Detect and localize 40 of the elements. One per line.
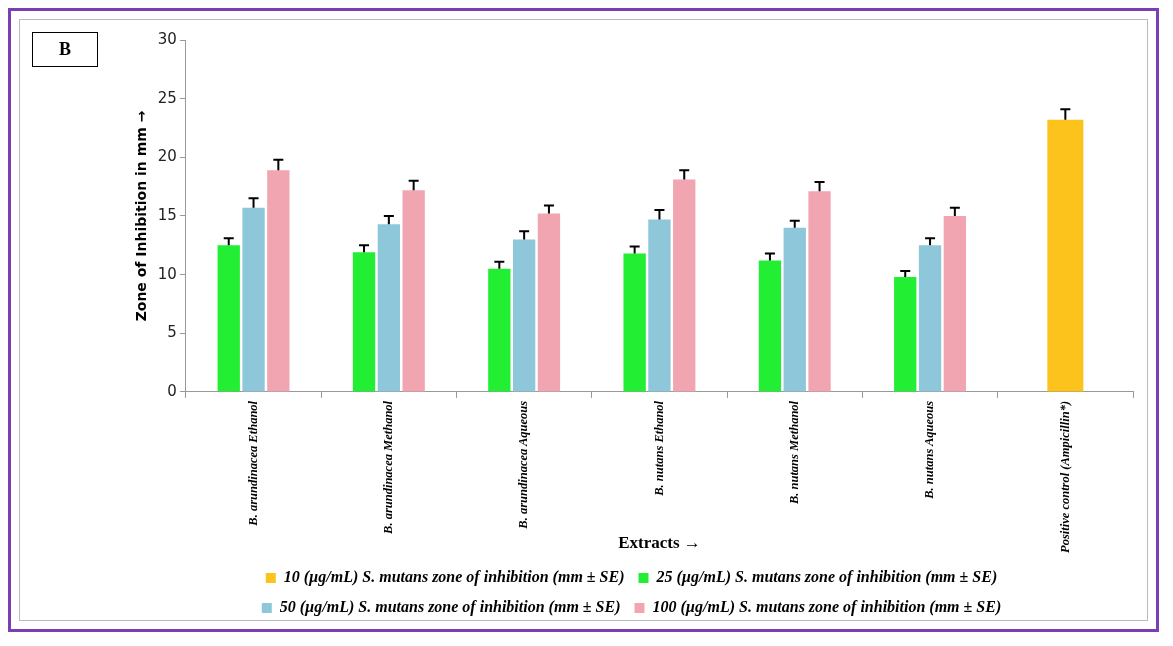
legend-label: 25 (µg/mL) S. mutans zone of inhibition (mm ± SE) [655, 568, 998, 587]
legend-label: 100 (µg/mL) S. mutans zone of inhibition (mm ± SE) [652, 598, 1002, 617]
bar [488, 268, 511, 392]
bar [402, 190, 425, 392]
y-tick-label: 10 [157, 264, 177, 283]
x-tick-label: B. arundinacea Ethanol [245, 400, 260, 527]
bar [267, 170, 290, 392]
x-tick-label: B. nutans Methanol [786, 400, 801, 506]
y-tick-label: 30 [157, 29, 177, 48]
y-axis-title: Zone of Inhibition in mm → [133, 110, 150, 322]
legend-label: 10 (µg/mL) S. mutans zone of inhibition (mm ± SE) [283, 568, 625, 587]
y-tick-label: 25 [157, 88, 177, 107]
bar [783, 227, 806, 392]
bar [512, 239, 536, 392]
y-tick-label: 5 [167, 323, 177, 342]
bar [673, 179, 696, 392]
bar [648, 219, 671, 392]
bar [894, 276, 917, 392]
bar [217, 245, 240, 392]
bar [537, 213, 561, 392]
x-tick-label: B. arundinacea Methanol [381, 400, 396, 535]
x-tick-label: B. nutans Ethanol [651, 400, 666, 497]
bar [758, 260, 782, 392]
bar [808, 191, 831, 392]
legend-label: 50 (µg/mL) S. mutans zone of inhibition (mm ± SE) [279, 598, 621, 617]
bar [918, 245, 942, 392]
x-axis-title: Extracts → [618, 532, 701, 552]
y-tick-label: 20 [157, 147, 177, 166]
x-tick-label: B. nutans Aqueous [922, 400, 937, 500]
text: B [32, 32, 99, 67]
bar [377, 224, 400, 392]
bar [352, 252, 376, 392]
x-tick-label: B. arundinacea Aqueous [516, 400, 531, 530]
bar [623, 253, 646, 392]
bar [242, 207, 265, 392]
y-tick-label: 0 [167, 381, 177, 400]
y-tick-label: 15 [157, 205, 177, 224]
x-tick-label: Positive control (Ampicillin*) [1057, 400, 1072, 553]
bar [943, 215, 967, 392]
bar [1047, 119, 1084, 392]
